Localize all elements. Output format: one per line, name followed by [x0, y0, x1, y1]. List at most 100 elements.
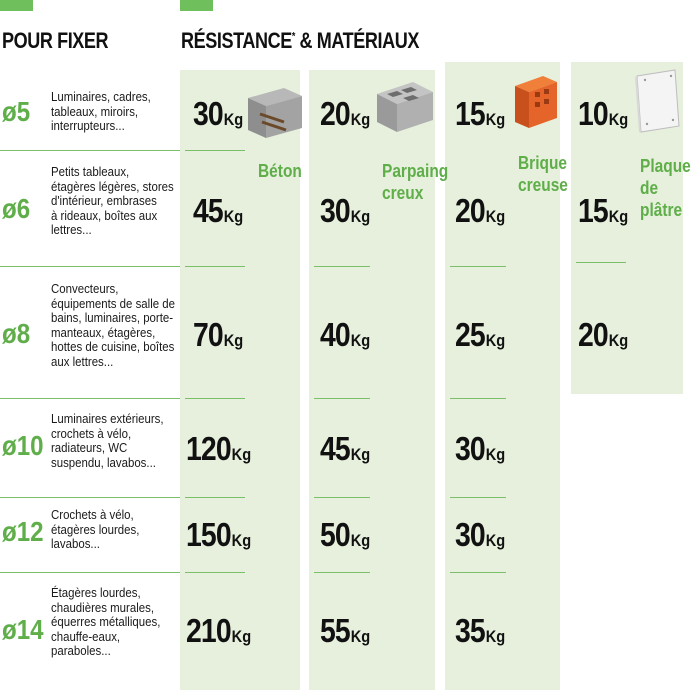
description-line: suspendu, lavabos...	[51, 454, 156, 470]
value-brique: 15Kg	[455, 95, 505, 133]
value-number: 20	[578, 316, 609, 353]
material-label-parpaing: Parpaing creux	[382, 160, 448, 204]
value-number: 10	[578, 95, 609, 132]
material-label-beton: Béton	[258, 160, 302, 182]
value-beton: 30Kg	[193, 95, 243, 133]
value-platre: 10Kg	[578, 95, 628, 133]
description-line: équerres métalliques,	[51, 614, 161, 629]
value-brique: 35Kg	[455, 612, 505, 650]
hollow-block-icon	[377, 82, 433, 132]
description-line: lavabos...	[51, 536, 100, 551]
row-separator	[0, 572, 180, 573]
description-line: paraboles...	[51, 643, 111, 658]
value-unit: Kg	[350, 331, 371, 350]
description-line: Luminaires extérieurs,	[51, 411, 164, 426]
row-separator	[0, 150, 180, 151]
value-beton: 150Kg	[186, 516, 251, 554]
column-beton-bg	[180, 70, 300, 690]
row-separator	[0, 398, 180, 399]
value-number: 20	[320, 95, 351, 132]
column-separator	[576, 262, 626, 263]
column-separator	[450, 497, 506, 498]
value-unit: Kg	[223, 331, 244, 350]
material-label-brique: Brique creuse	[518, 152, 568, 196]
value-number: 50	[320, 516, 351, 553]
column-separator	[450, 572, 506, 573]
description-line: radiateurs, WC	[51, 440, 128, 455]
column-separator	[185, 572, 245, 573]
value-unit: Kg	[350, 627, 371, 646]
value-parpaing: 30Kg	[320, 192, 370, 230]
value-unit: Kg	[485, 531, 506, 550]
column-separator	[450, 266, 506, 267]
value-unit: Kg	[608, 110, 629, 129]
concrete-block-icon	[248, 88, 302, 138]
value-number: 30	[193, 95, 224, 132]
column-separator	[314, 497, 370, 498]
column-separator	[185, 150, 245, 151]
column-separator	[450, 398, 506, 399]
row-description: Convecteurs, équipements de salle de bai…	[51, 281, 183, 369]
value-number: 30	[320, 192, 351, 229]
value-number: 15	[578, 192, 609, 229]
value-unit: Kg	[485, 445, 506, 464]
value-unit: Kg	[350, 207, 371, 226]
value-unit: Kg	[350, 531, 371, 550]
diameter-label: ø12	[2, 516, 44, 547]
column-separator	[185, 497, 245, 498]
value-platre: 15Kg	[578, 192, 628, 230]
value-unit: Kg	[223, 110, 244, 129]
value-number: 150	[186, 516, 232, 553]
column-separator	[314, 266, 370, 267]
resistance-title-word: RÉSISTANCE	[181, 28, 292, 53]
value-unit: Kg	[608, 331, 629, 350]
value-number: 40	[320, 316, 351, 353]
value-unit: Kg	[350, 110, 371, 129]
value-number: 25	[455, 316, 486, 353]
description-line: Étagères lourdes,	[51, 585, 141, 600]
value-brique: 25Kg	[455, 316, 505, 354]
value-brique: 30Kg	[455, 430, 505, 468]
material-label-line: Plaque	[640, 156, 691, 176]
value-brique: 30Kg	[455, 516, 505, 554]
value-number: 45	[193, 192, 224, 229]
column-separator	[314, 572, 370, 573]
value-parpaing: 55Kg	[320, 612, 370, 650]
description-line: manteaux, étagères,	[51, 324, 156, 340]
value-beton: 120Kg	[186, 430, 251, 468]
description-line: chaudières murales,	[51, 599, 155, 615]
value-number: 20	[455, 192, 486, 229]
diameter-label: ø5	[2, 96, 31, 127]
value-number: 45	[320, 430, 351, 467]
value-parpaing: 50Kg	[320, 516, 370, 554]
material-label-line: Béton	[258, 161, 302, 181]
row-description: Étagères lourdes, chaudières murales, éq…	[51, 585, 183, 659]
description-line: Convecteurs,	[51, 281, 119, 296]
value-number: 15	[455, 95, 486, 132]
material-label-line: plâtre	[640, 200, 683, 220]
row-description: Luminaires, cadres, tableaux, miroirs, i…	[51, 89, 183, 134]
material-label-platre: Plaque de plâtre	[640, 155, 691, 221]
value-number: 70	[193, 316, 224, 353]
value-unit: Kg	[231, 445, 252, 464]
row-description: Crochets à vélo, étagères lourdes, lavab…	[51, 507, 183, 552]
row-description: Petits tableaux, étagères légères, store…	[51, 164, 183, 238]
resistance-asterisk: *	[291, 30, 295, 43]
column-separator	[185, 398, 245, 399]
value-beton: 210Kg	[186, 612, 251, 650]
resistance-materiaux-title: RÉSISTANCE* & MATÉRIAUX	[181, 28, 419, 54]
value-unit: Kg	[231, 531, 252, 550]
column-separator	[185, 266, 245, 267]
description-line: crochets à vélo,	[51, 425, 132, 441]
value-beton: 70Kg	[193, 316, 243, 354]
description-line: tableaux, miroirs,	[51, 103, 139, 119]
value-number: 210	[186, 612, 232, 649]
material-label-line: Parpaing	[382, 161, 449, 181]
value-brique: 20Kg	[455, 192, 505, 230]
hollow-brick-icon	[515, 76, 557, 128]
column-brique-bg	[445, 62, 560, 690]
value-parpaing: 45Kg	[320, 430, 370, 468]
description-line: étagères lourdes,	[51, 521, 140, 537]
description-line: interrupteurs...	[51, 118, 125, 133]
diameter-label: ø8	[2, 318, 31, 349]
